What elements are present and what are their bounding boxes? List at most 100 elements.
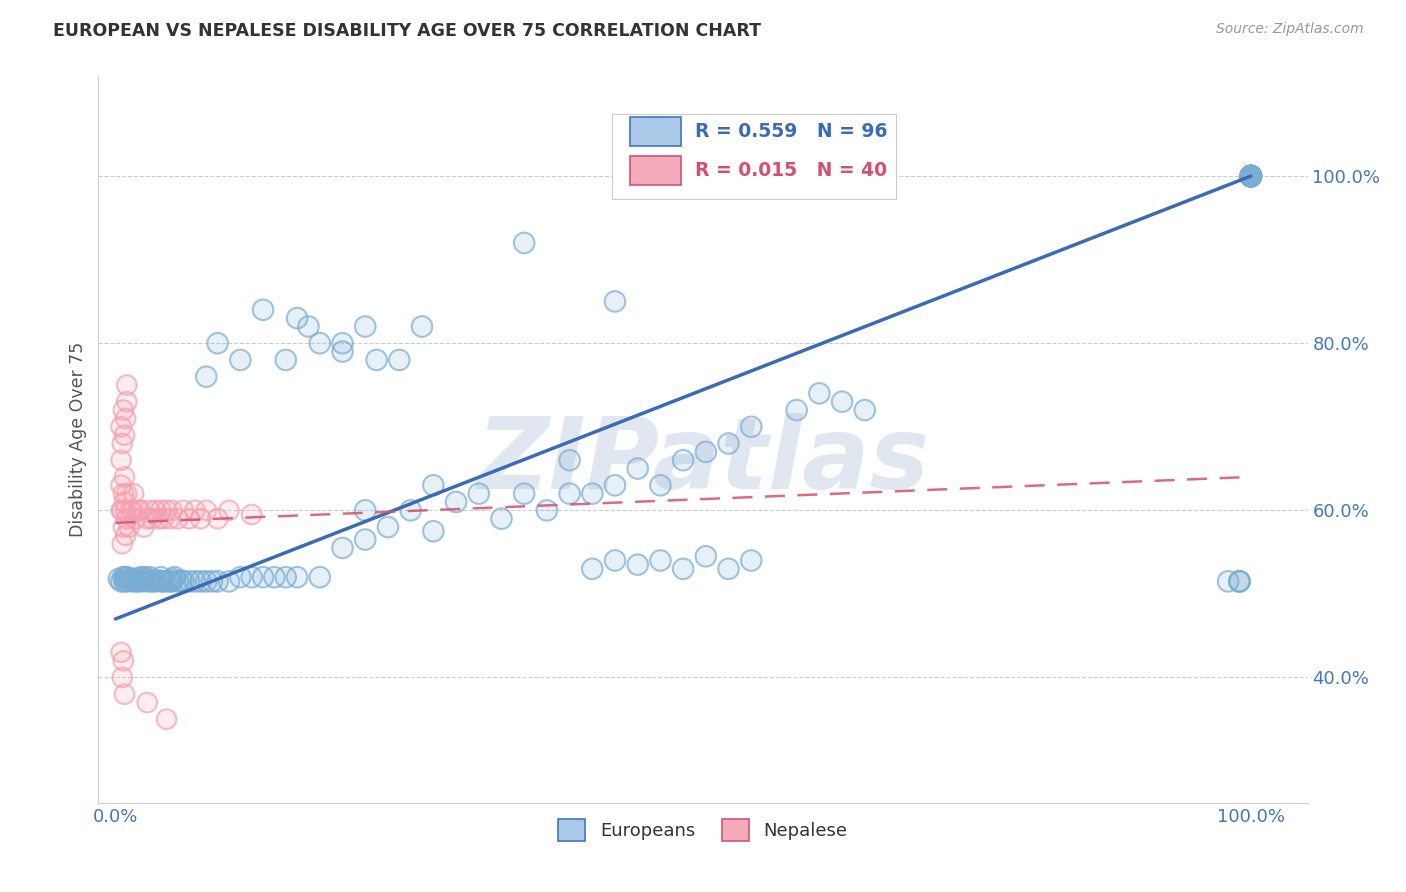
Point: [558, 486, 581, 500]
Point: [110, 453, 132, 467]
Point: [672, 453, 695, 467]
Point: [114, 495, 136, 509]
Point: [218, 503, 240, 517]
Point: [160, 503, 183, 517]
Point: [149, 574, 172, 589]
Point: [184, 503, 207, 517]
Point: [513, 235, 536, 250]
Point: [581, 486, 603, 500]
Point: [1229, 574, 1251, 589]
Point: [114, 687, 136, 701]
Point: [853, 403, 876, 417]
Point: [603, 553, 626, 567]
Point: [695, 549, 717, 564]
Point: [148, 511, 170, 525]
Point: [388, 353, 411, 368]
Point: [111, 436, 134, 450]
Point: [1240, 169, 1263, 183]
Point: [740, 553, 762, 567]
Point: [125, 511, 148, 525]
Point: [297, 319, 319, 334]
Point: [160, 503, 183, 517]
Point: [148, 574, 170, 588]
Point: [114, 411, 136, 425]
Point: [229, 353, 252, 368]
Point: [332, 336, 354, 351]
Point: [110, 503, 132, 517]
Point: [377, 520, 399, 534]
Point: [354, 503, 377, 517]
Point: [138, 574, 160, 589]
Point: [1240, 169, 1263, 183]
Point: [141, 574, 163, 589]
Point: [1229, 574, 1251, 589]
Point: [1240, 169, 1263, 183]
Point: [160, 574, 183, 589]
Point: [558, 453, 581, 467]
Point: [740, 419, 762, 434]
Point: [159, 511, 181, 525]
Point: [111, 670, 134, 684]
Point: [1240, 169, 1263, 183]
Point: [111, 537, 134, 551]
Point: [263, 570, 285, 584]
Point: [1240, 169, 1263, 183]
Point: [240, 508, 263, 522]
Point: [1216, 574, 1239, 589]
Text: R = 0.015   N = 40: R = 0.015 N = 40: [695, 161, 887, 180]
Point: [115, 511, 138, 525]
Point: [110, 574, 132, 589]
Point: [252, 570, 274, 584]
Point: [114, 528, 136, 542]
Point: [114, 687, 136, 701]
Point: [112, 486, 135, 500]
Point: [1240, 169, 1263, 183]
Point: [110, 419, 132, 434]
Point: [558, 453, 581, 467]
Point: [129, 503, 152, 517]
Point: [122, 486, 145, 500]
Point: [132, 574, 155, 589]
Point: [155, 503, 177, 517]
Point: [114, 470, 136, 484]
Point: [114, 495, 136, 509]
Point: [120, 574, 142, 588]
Point: [114, 503, 136, 517]
Point: [229, 570, 252, 584]
Point: [218, 574, 240, 589]
Point: [111, 670, 134, 684]
Point: [136, 696, 159, 710]
Y-axis label: Disability Age Over 75: Disability Age Over 75: [69, 342, 87, 537]
Point: [422, 478, 444, 492]
Point: [263, 570, 285, 584]
Point: [108, 572, 131, 586]
Point: [308, 336, 330, 351]
Point: [695, 445, 717, 459]
Point: [114, 570, 136, 584]
Point: [468, 486, 491, 500]
Point: [399, 503, 422, 517]
Point: [1240, 169, 1263, 183]
Point: [740, 419, 762, 434]
Point: [717, 436, 740, 450]
Point: [308, 570, 330, 584]
Point: [143, 503, 166, 517]
Point: [184, 574, 207, 589]
Point: [603, 294, 626, 309]
Point: [366, 353, 388, 368]
Point: [444, 495, 467, 509]
Point: [118, 572, 141, 586]
Point: [207, 574, 229, 589]
Point: [207, 574, 229, 589]
Point: [808, 386, 831, 401]
Point: [125, 511, 148, 525]
Bar: [630, 156, 682, 185]
Point: [332, 541, 354, 555]
Point: [422, 524, 444, 539]
Point: [1240, 169, 1263, 183]
Point: [650, 553, 672, 567]
Point: [118, 520, 141, 534]
Point: [184, 503, 207, 517]
Point: [112, 520, 135, 534]
Point: [558, 486, 581, 500]
